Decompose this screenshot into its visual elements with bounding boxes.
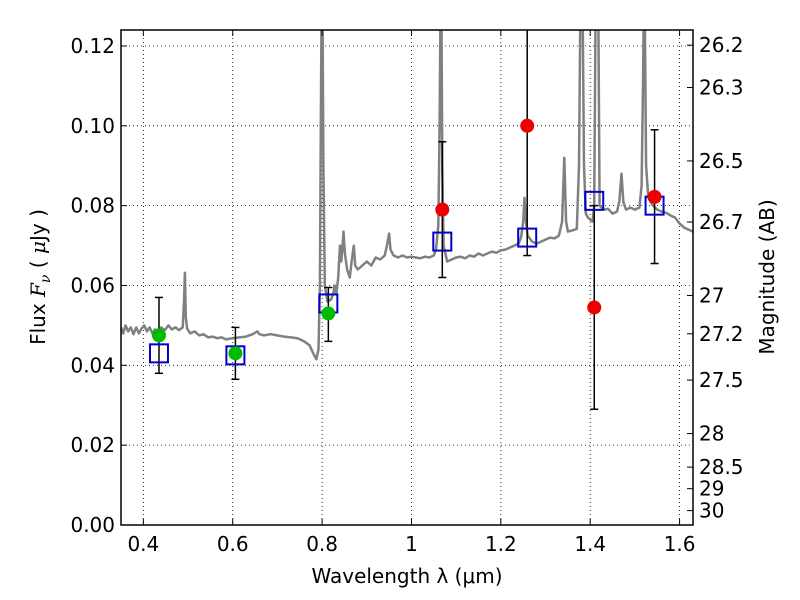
y-tick-label: 0.02: [70, 433, 115, 457]
observed-red-point: [587, 300, 602, 315]
plot-background: [121, 30, 693, 525]
y-axis-label-unit: Jy ): [26, 209, 50, 243]
y-axis-label-text: Flux: [26, 297, 50, 345]
y-axis-label-paren: (: [26, 254, 50, 275]
y2-tick-label: 26.2: [699, 33, 744, 57]
y-tick-label: 0.04: [70, 353, 115, 377]
observed-red-point: [520, 118, 535, 133]
y-tick-label: 0.10: [70, 114, 115, 138]
y2-tick-label: 29: [699, 477, 724, 501]
x-tick-label: 1.4: [574, 532, 606, 556]
y-tick-label: 0.00: [70, 513, 115, 537]
y2-tick-label: 27.2: [699, 322, 744, 346]
y2-tick-label: 27.5: [699, 368, 744, 392]
observed-red-point: [435, 202, 450, 217]
model-photometry-square: [225, 345, 246, 366]
x-tick-label: 1.6: [664, 532, 696, 556]
y-tick-label: 0.08: [70, 194, 115, 218]
y-tick-label: 0.12: [70, 34, 115, 58]
y2-tick-label: 30: [699, 499, 724, 523]
observed-red-point: [647, 189, 662, 204]
y-axis-label-symbol-f: F: [26, 282, 50, 298]
x-axis-label: Wavelength λ (μm): [311, 564, 502, 588]
model-photometry-square: [584, 190, 605, 211]
x-tick-label: 1: [405, 532, 418, 556]
model-photometry-square: [432, 231, 453, 252]
x-tick-label: 0.8: [306, 532, 338, 556]
plot-frame: [120, 29, 694, 526]
x-tick-label: 0.6: [217, 532, 249, 556]
y2-tick-label: 27: [699, 283, 724, 307]
y2-tick-label: 26.5: [699, 149, 744, 173]
y2-tick-label: 28.5: [699, 455, 744, 479]
x-tick-label: 1.2: [485, 532, 517, 556]
data-points-layer: [148, 118, 665, 366]
y-tick-label: 0.06: [70, 273, 115, 297]
observed-green-point: [321, 306, 336, 321]
x-axis-ticks: 0.4 0.6 0.8 1 1.2 1.4 1.6: [127, 30, 696, 556]
y2-tick-label: 26.3: [699, 75, 744, 99]
y-axis-label-symbol-mu: μ: [26, 241, 50, 254]
y-axis-label-symbol-nu: ν: [38, 274, 54, 283]
y-axis-label: Flux Fν ( μJy ): [26, 209, 54, 345]
y-axis-ticks: 0.00 0.02 0.04 0.06 0.08 0.10 0.12: [70, 34, 127, 537]
model-spectrum-layer: [121, 30, 693, 361]
model-photometry-square: [517, 227, 538, 248]
y2-tick-label: 28: [699, 422, 724, 446]
model-spectrum-line: [121, 30, 693, 361]
observed-green-point: [151, 328, 166, 343]
model-photometry-square: [148, 343, 169, 364]
y2-tick-label: 26.7: [699, 210, 744, 234]
x-tick-label: 0.4: [127, 532, 159, 556]
observed-green-point: [228, 346, 243, 361]
y2-axis-label: Magnitude (AB): [755, 199, 779, 354]
